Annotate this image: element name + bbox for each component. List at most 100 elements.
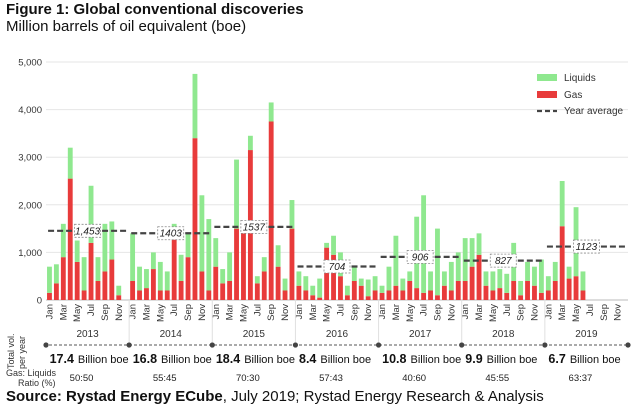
liquids-bar bbox=[476, 233, 482, 255]
year-average-lines: 1,453 1403 1537 704 906 827 1123 bbox=[48, 219, 626, 274]
month-tick-label: Sep bbox=[516, 304, 527, 321]
gas-bar bbox=[130, 280, 136, 300]
gas-bar bbox=[178, 280, 184, 300]
gas-bar bbox=[261, 271, 267, 300]
year-average-label: 1403 bbox=[160, 229, 183, 240]
liquids-bar bbox=[102, 223, 108, 272]
liquids-bar bbox=[317, 278, 323, 298]
liquids-bar bbox=[185, 233, 191, 258]
gas-liquids-ratio: 40:60 bbox=[402, 373, 426, 384]
year-average-box bbox=[573, 239, 600, 254]
year-label: 2016 bbox=[326, 329, 349, 340]
year-average-box bbox=[157, 226, 185, 241]
liquids-bar bbox=[60, 223, 66, 258]
month-tick-label: Sep bbox=[100, 304, 111, 321]
month-tick-label: Jul bbox=[585, 304, 596, 316]
gas-liquids-ratio: 57:43 bbox=[319, 373, 343, 384]
annual-total-unit: Billion boe bbox=[320, 354, 371, 366]
month-tick-label: Jan bbox=[543, 304, 554, 319]
y-tick-label: 4,000 bbox=[18, 105, 42, 116]
gas-bar bbox=[476, 254, 482, 300]
gas-bar bbox=[53, 283, 59, 300]
month-tick-label: Jul bbox=[169, 304, 180, 316]
liquids-bar bbox=[469, 238, 475, 267]
gas-bar bbox=[441, 285, 447, 300]
liquids-bar bbox=[455, 252, 461, 281]
year-label: 2017 bbox=[409, 329, 432, 340]
gas-bar bbox=[310, 295, 316, 300]
liquids-bar bbox=[538, 259, 544, 293]
month-tick-label: Mar bbox=[474, 304, 485, 320]
gas-bar bbox=[109, 259, 115, 300]
gas-bar bbox=[559, 226, 565, 300]
gas-bar bbox=[386, 290, 392, 300]
liquids-bar bbox=[379, 285, 385, 293]
gas-bar bbox=[296, 285, 302, 300]
gas-bar bbox=[407, 280, 413, 300]
annual-total-unit: Billion boe bbox=[410, 354, 461, 366]
liquids-bar bbox=[261, 257, 267, 272]
liquids-bar bbox=[532, 266, 537, 286]
gas-bar bbox=[435, 295, 440, 300]
liquids-bar bbox=[157, 261, 163, 291]
annual-total-value: 8.4 bbox=[299, 352, 316, 366]
gridlines bbox=[46, 61, 628, 253]
liquids-bar bbox=[428, 271, 433, 291]
timeline-dot bbox=[292, 342, 299, 348]
annual-total: 10.8 Billion boe bbox=[382, 352, 461, 366]
gas-bar bbox=[282, 290, 288, 300]
legend-label-liquids: Liquids bbox=[564, 73, 596, 84]
gas-bar bbox=[164, 290, 170, 300]
source-note: Source: Rystad Energy ECube, July 2019; … bbox=[6, 388, 544, 405]
month-tick-label: Jul bbox=[335, 304, 346, 316]
gas-bar bbox=[275, 266, 281, 300]
gas-bar bbox=[317, 297, 323, 300]
liquids-bar bbox=[407, 271, 413, 281]
gas-bar bbox=[88, 242, 94, 300]
gas-bar bbox=[448, 290, 454, 300]
year-average-box bbox=[74, 223, 101, 238]
liquids-bar bbox=[580, 271, 586, 291]
month-tick-label: Mar bbox=[308, 304, 319, 320]
month-tick-label: Mar bbox=[391, 304, 402, 320]
legend: Liquids Gas Year average bbox=[537, 73, 624, 117]
month-tick-label: May bbox=[155, 304, 166, 322]
month-tick-label: Jan bbox=[294, 304, 305, 319]
liquids-bar bbox=[178, 254, 184, 281]
year-average-label: 1,453 bbox=[75, 226, 100, 237]
liquids-bar bbox=[372, 276, 378, 291]
year-average-label: 704 bbox=[329, 262, 346, 273]
gas-bar bbox=[60, 257, 66, 300]
liquids-bar bbox=[116, 285, 122, 296]
gas-bar bbox=[393, 285, 399, 300]
gas-bar bbox=[338, 276, 343, 300]
gas-bar bbox=[67, 178, 73, 300]
legend-label-average: Year average bbox=[564, 106, 624, 117]
month-tick-label: Jan bbox=[211, 304, 222, 319]
month-tick-label: Nov bbox=[197, 304, 208, 321]
y-tick-label: 5,000 bbox=[18, 58, 42, 69]
legend-label-gas: Gas bbox=[564, 90, 582, 101]
y-tick-label: 0 bbox=[37, 296, 42, 307]
source-bold: Source: Rystad Energy ECube bbox=[6, 388, 223, 405]
gas-bar bbox=[358, 285, 364, 300]
liquids-bar bbox=[213, 238, 219, 267]
month-tick-label: Jan bbox=[128, 304, 139, 319]
gas-bar bbox=[199, 271, 205, 300]
month-tick-label: Jul bbox=[86, 304, 97, 316]
ratio-label-line2: Ratio (%) bbox=[18, 378, 56, 388]
liquids-bar bbox=[365, 279, 371, 297]
month-tick-label: Sep bbox=[183, 304, 194, 321]
liquids-bar bbox=[164, 271, 170, 291]
annual-total-value: 6.7 bbox=[548, 352, 565, 366]
gas-bar bbox=[469, 266, 475, 300]
gas-bar bbox=[414, 288, 420, 300]
liquids-bar bbox=[358, 278, 364, 286]
total-label-line2: per year bbox=[17, 336, 27, 369]
gas-bar bbox=[268, 121, 274, 300]
legend-swatch-liquids bbox=[537, 74, 557, 81]
gas-bar bbox=[580, 290, 586, 300]
timeline-dot bbox=[209, 342, 215, 348]
liquids-bar bbox=[144, 269, 149, 289]
annual-total: 9.9 Billion boe bbox=[465, 352, 537, 366]
